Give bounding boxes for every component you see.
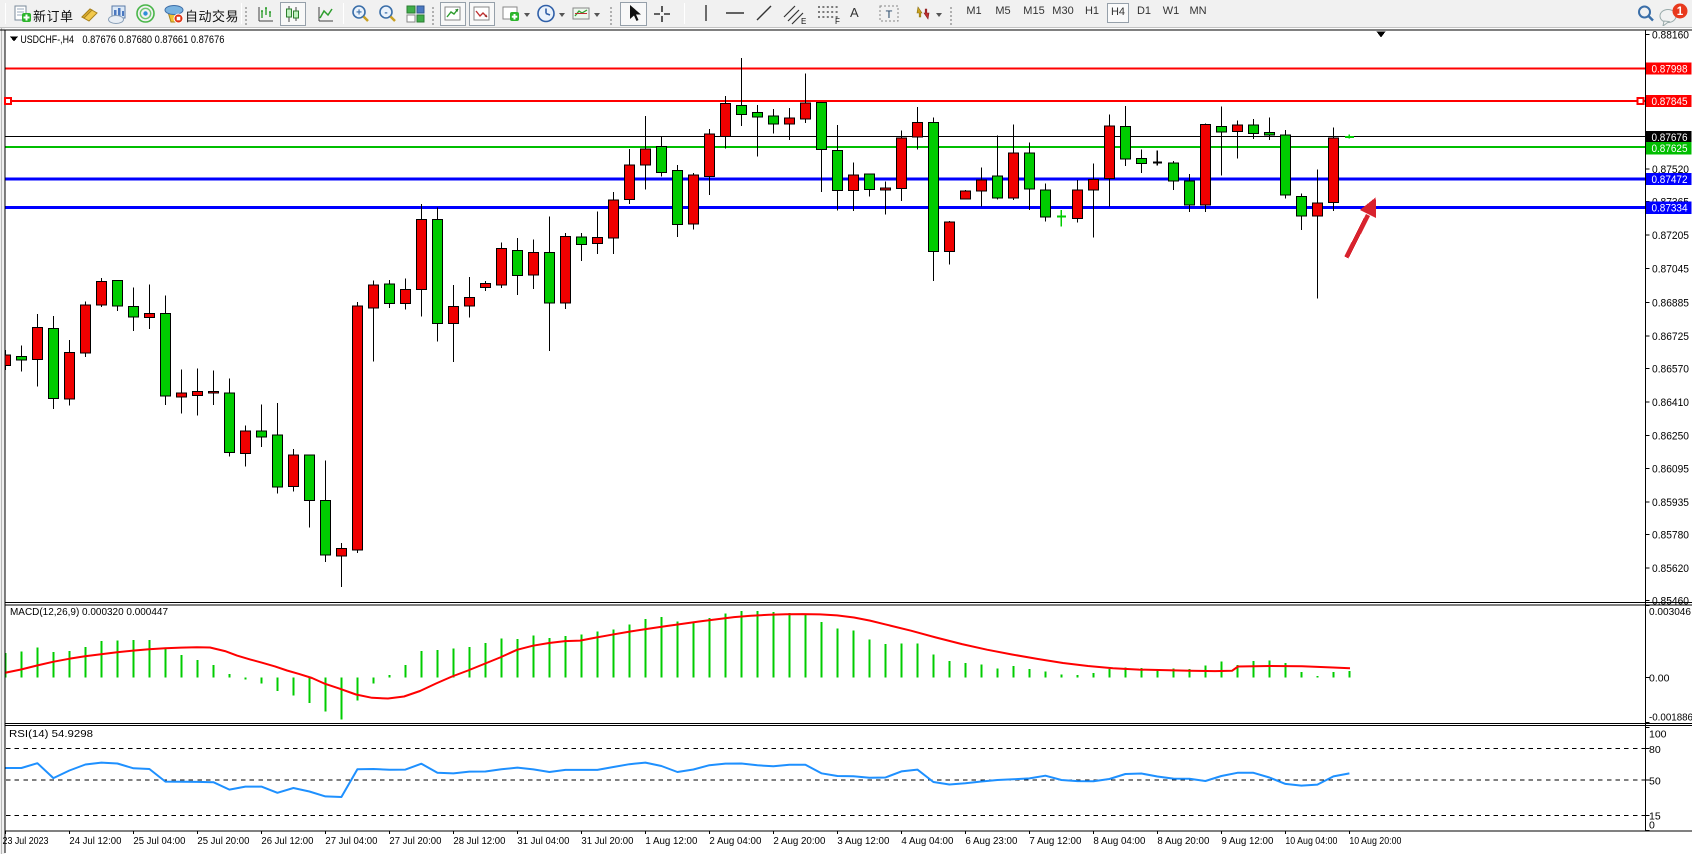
svg-text:0: 0 [1649,819,1655,831]
svg-text:USDCHF-,H4: USDCHF-,H4 [20,34,74,46]
svg-text:RSI(14) 54.9298: RSI(14) 54.9298 [9,728,93,740]
svg-text:-0.001886: -0.001886 [1649,711,1692,723]
svg-text:0.85460: 0.85460 [1652,595,1689,607]
svg-text:F: F [835,17,840,25]
svg-text:0.86725: 0.86725 [1652,331,1689,343]
svg-text:28 Jul 12:00: 28 Jul 12:00 [453,836,505,847]
svg-text:8 Aug 20:00: 8 Aug 20:00 [1157,836,1209,847]
svg-text:0.87520: 0.87520 [1652,164,1689,176]
svg-text:25 Jul 04:00: 25 Jul 04:00 [133,836,185,847]
svg-text:0.85935: 0.85935 [1652,497,1689,509]
svg-text:9 Aug 12:00: 9 Aug 12:00 [1221,836,1273,847]
svg-text:0.86885: 0.86885 [1652,297,1689,309]
svg-text:0.87625: 0.87625 [1652,143,1688,155]
svg-text:80: 80 [1649,744,1661,756]
svg-text:6 Aug 23:00: 6 Aug 23:00 [965,836,1017,847]
svg-text:8 Aug 04:00: 8 Aug 04:00 [1093,836,1145,847]
svg-text:0.87676 0.87680 0.87661 0.8767: 0.87676 0.87680 0.87661 0.87676 [82,34,224,46]
svg-text:0.87998: 0.87998 [1652,64,1688,76]
svg-text:0.87045: 0.87045 [1652,264,1689,276]
svg-text:4 Aug 04:00: 4 Aug 04:00 [901,836,953,847]
svg-text:2 Aug 20:00: 2 Aug 20:00 [773,836,825,847]
svg-text:24 Jul 12:00: 24 Jul 12:00 [69,836,121,847]
svg-text:0.87676: 0.87676 [1652,132,1688,144]
svg-text:0.86095: 0.86095 [1652,463,1689,475]
svg-text:10 Aug 04:00: 10 Aug 04:00 [1285,836,1337,847]
svg-text:31 Jul 04:00: 31 Jul 04:00 [517,836,569,847]
svg-text:25 Jul 20:00: 25 Jul 20:00 [197,836,249,847]
svg-text:10 Aug 20:00: 10 Aug 20:00 [1349,836,1401,847]
svg-text:1 Aug 12:00: 1 Aug 12:00 [645,836,697,847]
svg-text:23 Jul 2023: 23 Jul 2023 [3,836,49,847]
svg-text:MACD(12,26,9) 0.000320 0.00044: MACD(12,26,9) 0.000320 0.000447 [10,606,168,618]
svg-text:0.86570: 0.86570 [1652,364,1689,376]
svg-text:0.86250: 0.86250 [1652,431,1689,443]
svg-text:2 Aug 04:00: 2 Aug 04:00 [709,836,761,847]
svg-text:3 Aug 12:00: 3 Aug 12:00 [837,836,889,847]
svg-text:27 Jul 04:00: 27 Jul 04:00 [325,836,377,847]
svg-text:27 Jul 20:00: 27 Jul 20:00 [389,836,441,847]
svg-text:0.85780: 0.85780 [1652,529,1689,541]
svg-text:0.85620: 0.85620 [1652,563,1689,575]
svg-text:15: 15 [1649,811,1661,823]
svg-text:0.87472: 0.87472 [1652,174,1688,186]
svg-text:7 Aug 12:00: 7 Aug 12:00 [1029,836,1081,847]
svg-text:0.87205: 0.87205 [1652,230,1689,242]
svg-text:0.00: 0.00 [1649,673,1670,685]
svg-text:100: 100 [1649,728,1667,740]
svg-text:-: - [384,8,387,19]
svg-text:0.86410: 0.86410 [1652,397,1689,409]
svg-text:0.003046: 0.003046 [1649,606,1691,618]
svg-text:E: E [801,17,806,25]
svg-text:50: 50 [1649,775,1661,787]
svg-text:T: T [886,9,893,21]
svg-text:+: + [356,8,362,19]
svg-text:0.87334: 0.87334 [1652,203,1688,215]
svg-text:0.87845: 0.87845 [1652,96,1688,108]
svg-text:0.88160: 0.88160 [1652,30,1689,42]
svg-text:31 Jul 20:00: 31 Jul 20:00 [581,836,633,847]
svg-text:1: 1 [1677,6,1684,18]
svg-text:26 Jul 12:00: 26 Jul 12:00 [261,836,313,847]
